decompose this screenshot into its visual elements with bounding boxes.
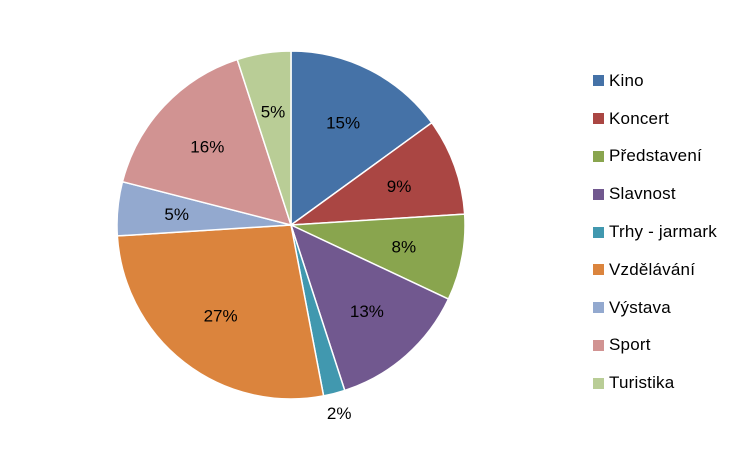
data-labels-layer: 15% 9% 8% 13% 2% 27% 5% 16% 5%	[164, 103, 416, 423]
data-label-vzd-l-v-n-: 27%	[204, 307, 238, 326]
legend-label: Turistika	[609, 373, 675, 393]
legend-swatch	[593, 75, 604, 87]
legend-swatch	[593, 339, 604, 351]
legend: Kino Koncert Představení Slavnost Trhy - jar…	[593, 62, 743, 402]
legend-item-koncert: Koncert	[593, 100, 743, 138]
legend-item-slavnost: Slavnost	[593, 175, 743, 213]
legend-label: Představení	[609, 146, 702, 166]
data-label-kino: 15%	[326, 114, 360, 133]
legend-swatch	[593, 264, 604, 276]
data-label-v-stava: 5%	[164, 205, 189, 224]
legend-swatch	[593, 150, 604, 162]
pie-slice-slavnost	[290, 224, 450, 392]
pie-slice-vzd-l-v-n-	[116, 224, 325, 400]
data-label-trhy-jarmark: 2%	[327, 404, 352, 423]
legend-swatch	[593, 113, 604, 125]
legend-label: Trhy - jarmark	[609, 222, 717, 242]
legend-label: Slavnost	[609, 184, 676, 204]
pie-slice-kino	[290, 50, 433, 226]
legend-item-sport: Sport	[593, 327, 743, 365]
data-label-slavnost: 13%	[350, 302, 384, 321]
legend-item-p-edstaven-: Představení	[593, 138, 743, 176]
legend-label: Vzdělávání	[609, 259, 696, 279]
pie-slice-koncert	[290, 121, 466, 226]
data-label-p-edstaven-: 8%	[392, 238, 417, 257]
legend-swatch	[593, 302, 604, 314]
data-label-sport: 16%	[190, 137, 224, 156]
legend-label: Výstava	[609, 297, 671, 317]
data-label-turistika: 5%	[261, 103, 286, 122]
legend-item-trhy-jarmark: Trhy - jarmark	[593, 213, 743, 251]
legend-item-v-stava: Výstava	[593, 289, 743, 327]
data-label-koncert: 9%	[387, 177, 412, 196]
pie-slice-turistika	[236, 50, 292, 226]
legend-label: Koncert	[609, 108, 669, 128]
legend-label: Sport	[609, 335, 651, 355]
legend-label: Kino	[609, 70, 644, 90]
slices-layer	[116, 50, 466, 400]
legend-item-vzd-l-v-n-: Vzdělávání	[593, 251, 743, 289]
legend-item-kino: Kino	[593, 62, 743, 100]
legend-item-turistika: Turistika	[593, 364, 743, 402]
pie-slice-sport	[121, 58, 292, 226]
legend-swatch	[593, 226, 604, 238]
legend-swatch	[593, 188, 604, 200]
legend-swatch	[593, 377, 604, 389]
